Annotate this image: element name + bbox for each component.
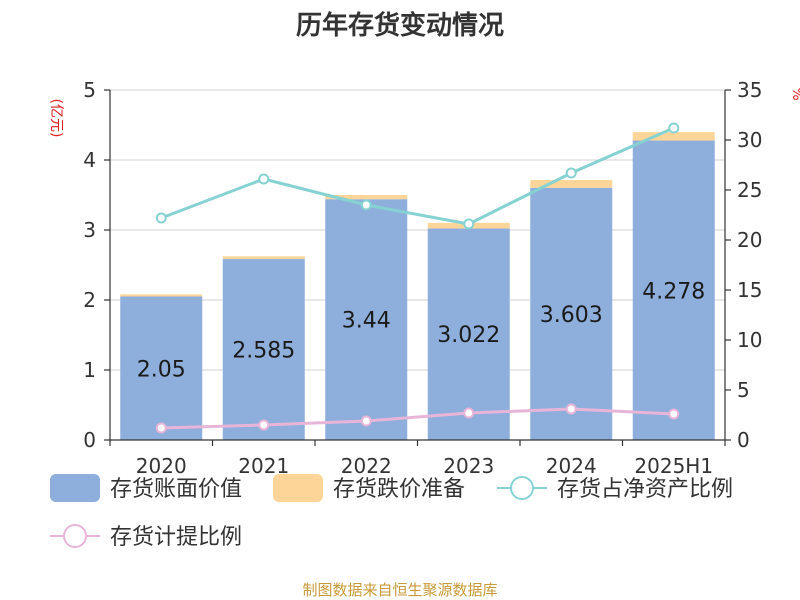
- line-point: [668, 122, 680, 134]
- bar-inventory-book-value: [530, 187, 613, 440]
- right-tick-label: 35: [737, 78, 762, 102]
- legend-label: 存货跌价准备: [333, 477, 465, 502]
- bar-inventory-book-value: [427, 228, 510, 440]
- gridlines: [110, 89, 725, 371]
- bar-value-label: 3.44: [342, 309, 391, 334]
- bar-inventory-impairment: [530, 180, 613, 188]
- legend-label: 存货账面价值: [110, 477, 242, 502]
- legend-label: 存货计提比例: [110, 525, 242, 550]
- line-inventory-to-net-assets: [160, 126, 675, 226]
- left-tick-label: 4: [83, 148, 96, 172]
- chart-title: 历年存货变动情况: [296, 10, 504, 41]
- source-note: 制图数据来自恒生聚源数据库: [302, 581, 497, 599]
- line-point: [258, 173, 270, 185]
- x-tick-label: 2024: [546, 454, 597, 478]
- right-tick-label: 25: [737, 178, 762, 202]
- line-point: [463, 218, 475, 230]
- right-tick-label: 5: [737, 378, 750, 402]
- right-tick-label: 0: [737, 428, 750, 452]
- line-point: [668, 408, 680, 420]
- bar-series: [120, 132, 715, 441]
- line-point: [155, 212, 167, 224]
- bar-inventory-book-value: [632, 140, 715, 441]
- right-tick-label: 20: [737, 228, 762, 252]
- bar-value-label: 4.278: [642, 279, 705, 304]
- bar-inventory-book-value: [120, 296, 203, 440]
- bar-inventory-impairment: [120, 294, 203, 297]
- line-point: [565, 403, 577, 415]
- line-point: [258, 419, 270, 431]
- line-impairment-ratio: [161, 407, 674, 430]
- left-axis-unit: (亿元): [48, 99, 64, 138]
- left-tick-label: 3: [83, 218, 96, 242]
- x-tick-label: 2022: [341, 454, 392, 478]
- legend-item: 存货占净资产比例: [497, 476, 733, 502]
- line-point: [565, 167, 577, 179]
- left-tick-label: 0: [83, 428, 96, 452]
- right-tick-label: 30: [737, 128, 762, 152]
- legend-swatch: [273, 474, 323, 502]
- right-tick-label: 15: [737, 278, 762, 302]
- legend-swatch: [50, 474, 100, 502]
- line-point: [463, 407, 475, 419]
- bar-inventory-book-value: [325, 199, 408, 440]
- x-tick-label: 2020: [136, 454, 187, 478]
- legend-item: 存货跌价准备: [273, 474, 465, 502]
- legend-item: 存货账面价值: [50, 474, 242, 502]
- legend-item: 存货计提比例: [50, 524, 242, 550]
- bar-value-label: 2.585: [232, 339, 295, 364]
- bar-inventory-impairment: [222, 256, 305, 260]
- line-point: [155, 422, 167, 434]
- line-series: [155, 122, 680, 434]
- left-tick-label: 5: [83, 78, 96, 102]
- x-tick-label: 2025H1: [634, 454, 713, 478]
- right-tick-label: 10: [737, 328, 762, 352]
- bar-value-label: 2.05: [137, 357, 186, 382]
- left-tick-label: 2: [83, 288, 96, 312]
- bar-inventory-impairment: [325, 195, 408, 200]
- line-point: [360, 199, 372, 211]
- data-labels: 2.05 2.585 3.44 3.022 3.603 4.278: [137, 279, 705, 382]
- line-point: [360, 415, 372, 427]
- left-tick-label: 1: [83, 358, 96, 382]
- legend-marker: [63, 524, 87, 548]
- bar-value-label: 3.022: [437, 323, 500, 348]
- bar-inventory-book-value: [222, 259, 305, 440]
- legend-label: 存货占净资产比例: [557, 477, 733, 502]
- bar-inventory-impairment: [632, 132, 715, 141]
- legend-marker: [510, 476, 534, 500]
- bar-value-label: 3.603: [540, 303, 603, 328]
- x-tick-label: 2023: [443, 454, 494, 478]
- right-axis-unit: %: [789, 87, 800, 100]
